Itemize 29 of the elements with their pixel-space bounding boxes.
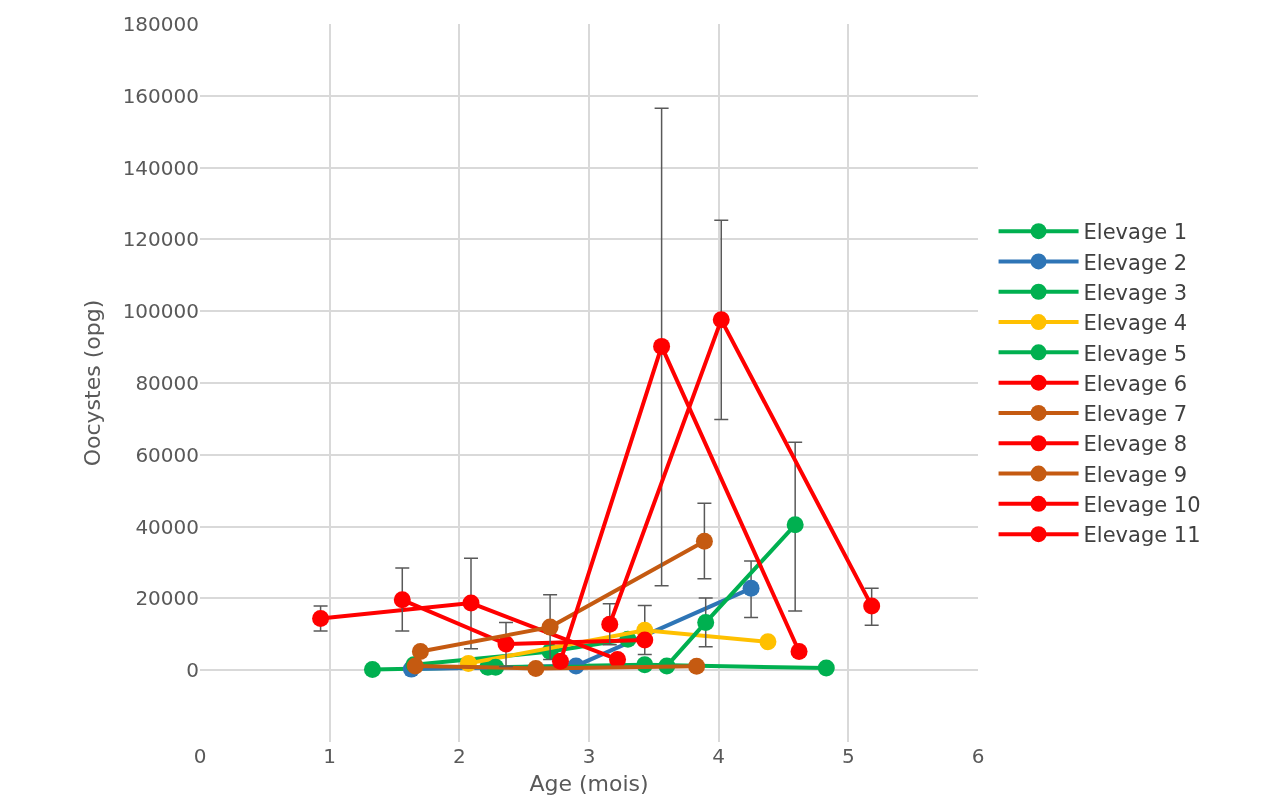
- y-tick-label: 60000: [135, 442, 199, 467]
- y-tick-label: 120000: [122, 227, 199, 252]
- legend-label: Elevage 5: [1083, 341, 1188, 366]
- x-tick-label: 3: [582, 744, 596, 768]
- y-tick-label: 80000: [135, 371, 199, 395]
- y-tick-label: 180000: [122, 12, 199, 36]
- legend-label: Elevage 2: [1083, 250, 1188, 275]
- legend-label: Elevage 1: [1083, 220, 1188, 245]
- x-axis-title: Age (mois): [529, 770, 649, 796]
- legend-label: Elevage 11: [1083, 523, 1201, 548]
- y-tick-label: 140000: [122, 155, 199, 180]
- x-tick-label: 4: [712, 744, 726, 768]
- y-axis-title: Oocystes (opg): [80, 299, 106, 467]
- y-tick-label: 0: [186, 658, 199, 683]
- x-tick-label: 5: [841, 744, 855, 768]
- y-tick-label: 20000: [135, 586, 199, 611]
- x-tick-label: 6: [971, 744, 985, 768]
- legend-label: Elevage 3: [1083, 280, 1188, 305]
- legend-label: Elevage 4: [1083, 311, 1188, 336]
- y-tick-label: 40000: [135, 514, 199, 539]
- y-tick-label: 160000: [122, 83, 199, 108]
- legend-label: Elevage 6: [1083, 371, 1188, 396]
- x-tick-label: 1: [323, 744, 337, 768]
- legend-label: Elevage 10: [1083, 493, 1201, 518]
- legend-label: Elevage 8: [1083, 432, 1188, 457]
- legend-label: Elevage 7: [1083, 402, 1188, 427]
- y-tick-label: 100000: [122, 299, 199, 324]
- x-tick-label: 2: [452, 744, 466, 768]
- legend-label: Elevage 9: [1083, 462, 1188, 487]
